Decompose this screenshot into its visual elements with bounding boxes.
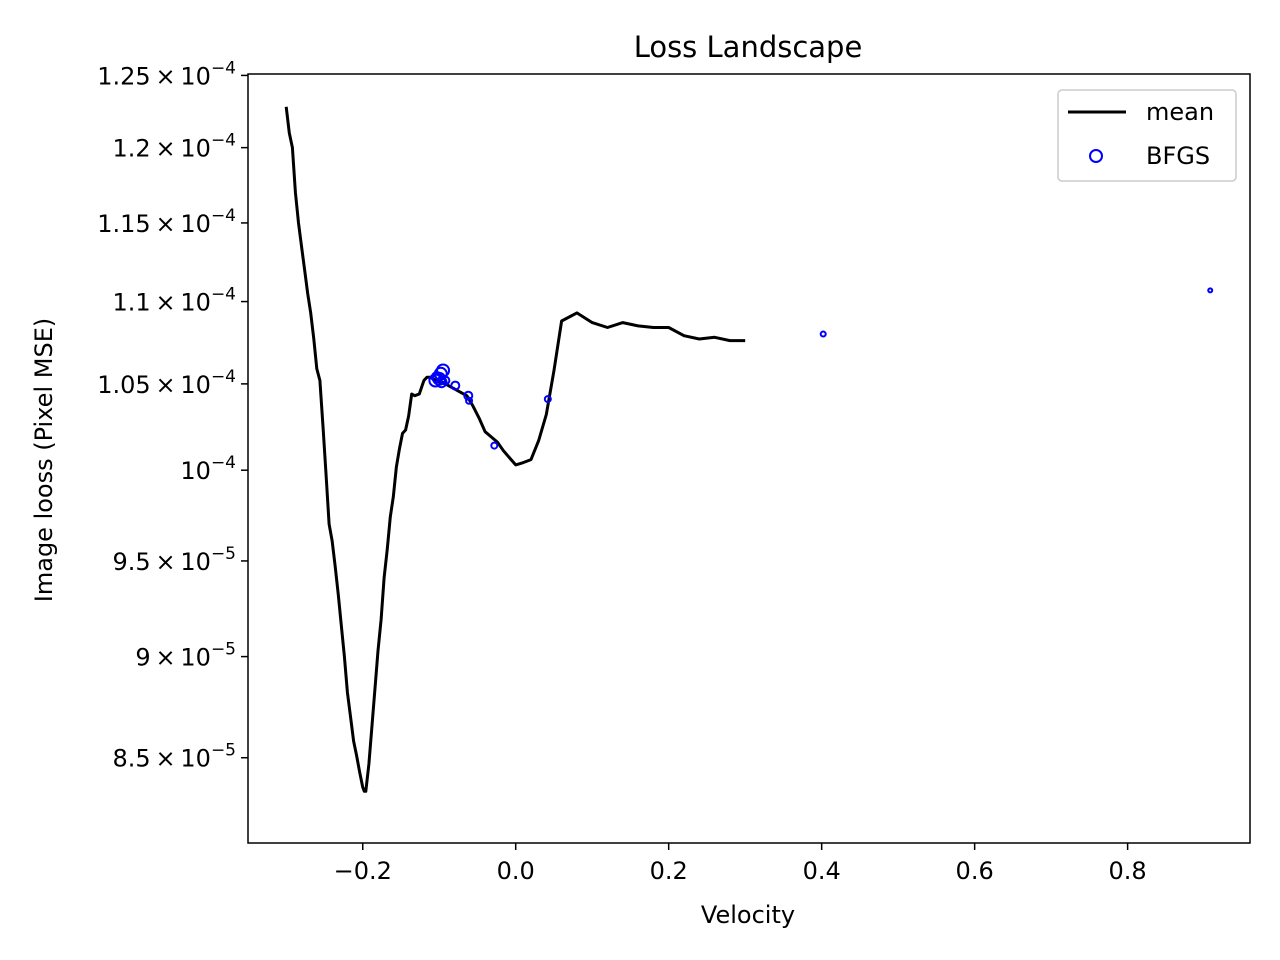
bfgs-point — [819, 330, 827, 338]
bfgs-point — [435, 376, 448, 389]
x-tick-label: 0.8 — [1109, 857, 1147, 885]
y-tick-label: 1.15 × 10−4 — [97, 206, 236, 238]
legend: mean BFGS — [1057, 89, 1237, 182]
bfgs-point — [1207, 287, 1214, 294]
y-tick-label: 1.25 × 10−4 — [97, 58, 236, 90]
y-tick-label: 1.1 × 10−4 — [113, 285, 236, 317]
bfgs-point — [450, 380, 461, 391]
x-tick-label: 0.4 — [803, 857, 841, 885]
legend-circle-icon — [1089, 149, 1103, 163]
bfgs-point — [465, 396, 474, 405]
legend-label-mean: mean — [1146, 98, 1214, 126]
series-points-bfgs — [428, 287, 1214, 450]
x-axis-ticks: −0.2 0.0 0.2 0.4 0.6 0.8 — [334, 843, 1147, 885]
bfgs-point — [440, 375, 451, 386]
y-tick-label: 9.5 × 10−5 — [113, 544, 236, 576]
x-tick-label: 0.6 — [956, 857, 994, 885]
bfgs-point — [543, 395, 552, 404]
y-tick-label: 8.5 × 10−5 — [113, 741, 236, 773]
chart-title: Loss Landscape — [634, 30, 863, 64]
x-tick-label: −0.2 — [334, 857, 392, 885]
x-axis-label: Velocity — [701, 901, 795, 929]
legend-label-bfgs: BFGS — [1146, 142, 1210, 170]
y-tick-label: 9 × 10−5 — [135, 640, 236, 672]
plot-frame — [247, 73, 1251, 844]
x-tick-label: 0.0 — [497, 857, 535, 885]
y-tick-label: 1.05 × 10−4 — [97, 367, 236, 399]
series-line-mean — [284, 106, 746, 793]
x-tick-label: 0.2 — [650, 857, 688, 885]
bfgs-point — [463, 390, 474, 401]
y-tick-label: 1.2 × 10−4 — [113, 131, 236, 163]
y-axis-label: Image looss (Pixel MSE) — [30, 318, 58, 602]
bfgs-point — [490, 441, 499, 450]
y-tick-label: 10−4 — [180, 453, 236, 485]
y-axis-ticks: 8.5 × 10−5 9 × 10−5 9.5 × 10−5 10−4 1.05 × 1… — [97, 58, 248, 773]
